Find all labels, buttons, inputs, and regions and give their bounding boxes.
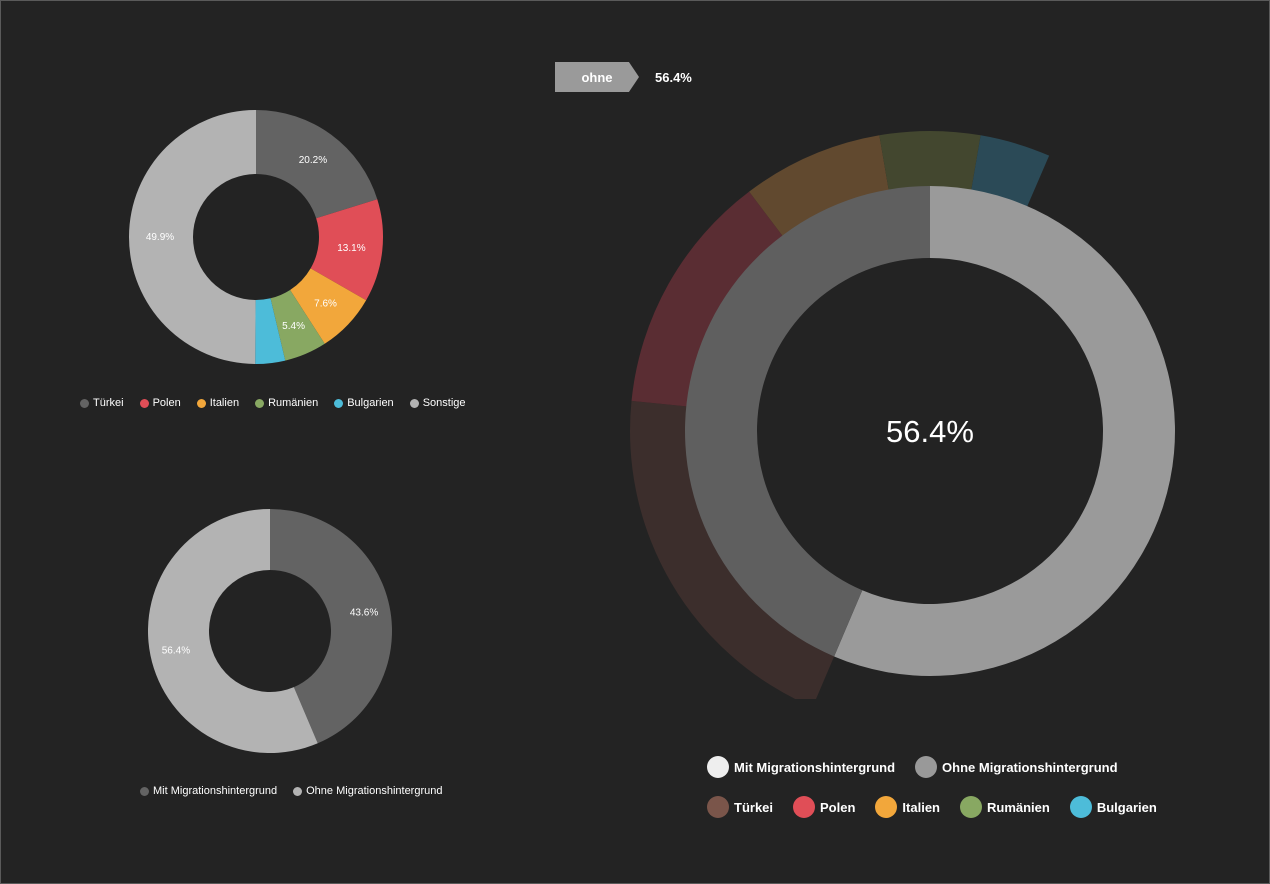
nationality-donut-chart: 20.2% 13.1% 7.6% 5.4% 49.9% [128,109,383,364]
nationality-legend-item-polen[interactable]: Polen [139,397,181,409]
sunburst-legend-swatch-polen [793,796,816,818]
sunburst-inner-slice-ohne-migrationshintergrund[interactable] [834,186,1176,676]
migration-slice-ohne-migrationshintergrund[interactable] [147,509,318,753]
sunburst-legend-item-polen[interactable]: Polen [793,796,855,818]
nationality-legend-label-bulgarien: Bulgarien [347,397,394,409]
segment-selector-value: 56.4% [655,69,692,85]
migration-legend-swatch-mit-migrationshintergrund [140,786,149,796]
nationality-label-polen: 13.1% [337,243,365,254]
sunburst-inner-slice-mit-migrationshintergrund[interactable] [685,186,930,657]
sunburst-legend-swatch-rumaenien [960,796,982,818]
nationality-legend-swatch-bulgarien [334,398,344,408]
segment-selector-tag[interactable]: ohne [555,62,639,92]
nationality-legend-label-rumaenien: Rumänien [268,397,319,409]
migration-slice-mit-migrationshintergrund[interactable] [270,509,392,744]
nationality-legend-label-tuerkei: Türkei [93,397,124,409]
sunburst-legend-swatch-ohne-migrationshintergrund [915,756,938,778]
nationality-legend-item-italien[interactable]: Italien [196,397,240,409]
sunburst-legend-label-rumaenien: Rumänien [987,799,1050,815]
sunburst-legend-label-polen: Polen [820,799,856,815]
sunburst-legend-item-tuerkei[interactable]: Türkei [707,796,773,818]
nationality-legend-item-tuerkei[interactable]: Türkei [80,397,124,409]
nationality-legend-swatch-italien [196,398,206,408]
sunburst-outer-slice-italien[interactable] [749,135,890,240]
nationality-legend-item-rumaenien[interactable]: Rumänien [255,397,318,409]
sunburst-legend-swatch-italien [875,796,898,818]
sunburst-legend-swatch-tuerkei [707,796,729,818]
nationality-legend-item-sonstige[interactable]: Sonstige [409,397,466,409]
migration-sunburst-chart: 56.4% [630,131,1176,699]
migration-legend: Mit Migrationshintergrund Ohne Migrations… [140,785,458,797]
migration-legend-item-mit-migrationshintergrund[interactable]: Mit Migrationshintergrund [140,785,277,797]
nationality-legend-swatch-polen [139,398,149,408]
sunburst-legend-item-ohne-migrationshintergrund[interactable]: Ohne Migrationshintergrund [915,756,1118,778]
nationality-legend-swatch-tuerkei [80,398,89,408]
migration-legend-swatch-ohne-migrationshintergrund [293,786,303,796]
sunburst-legend-label-bulgarien: Bulgarien [1096,799,1157,815]
sunburst-legend-item-bulgarien[interactable]: Bulgarien [1069,796,1157,818]
sunburst-legend-swatch-bulgarien [1069,796,1092,818]
nationality-legend-label-polen: Polen [152,397,181,409]
migration-legend-item-ohne-migrationshintergrund[interactable]: Ohne Migrationshintergrund [293,785,442,797]
nationality-label-italien: 7.6% [314,299,337,310]
sunburst-legend-row-1: Mit Migrationshintergrund Ohne Migrations… [707,756,1138,778]
sunburst-legend-label-mit-migrationshintergrund: Mit Migrationshintergrund [734,759,896,775]
nationality-slice-sonstige[interactable] [128,109,256,364]
migration-legend-label-ohne-migrationshintergrund: Ohne Migrationshintergrund [306,785,443,797]
nationality-slice-bulgarien[interactable] [255,298,286,364]
nationality-legend-label-italien: Italien [209,397,240,409]
migration-label-mit-migrationshintergrund: 43.6% [350,607,378,618]
sunburst-legend-item-italien[interactable]: Italien [875,796,940,818]
sunburst-legend-row-2: Türkei Polen Italien Rumänien Bulgarien [707,796,1177,818]
nationality-label-sonstige: 49.9% [146,232,174,243]
nationality-slice-rumaenien[interactable] [270,289,325,361]
nationality-slice-tuerkei[interactable] [256,110,378,219]
sunburst-legend-label-ohne-migrationshintergrund: Ohne Migrationshintergrund [942,759,1118,775]
migration-label-ohne-migrationshintergrund: 56.4% [162,646,190,657]
nationality-slice-italien[interactable] [290,268,367,344]
nationality-label-tuerkei: 20.2% [299,155,327,166]
sunburst-legend-item-mit-migrationshintergrund[interactable]: Mit Migrationshintergrund [707,756,895,778]
nationality-legend: Türkei Polen Italien Rumänien Bulgarien Sonst… [80,397,482,409]
sunburst-legend-label-italien: Italien [902,799,940,815]
nationality-legend-swatch-sonstige [409,398,419,408]
nationality-label-rumaenien: 5.4% [282,321,305,332]
sunburst-legend-label-tuerkei: Türkei [734,799,774,815]
nationality-legend-swatch-rumaenien [255,398,265,408]
segment-selector[interactable]: ohne 56.4% [555,62,692,92]
nationality-slice-polen[interactable] [310,199,383,301]
sunburst-legend-swatch-mit-migrationshintergrund [707,756,729,778]
sunburst-outer-slice-bulgarien[interactable] [970,135,1050,211]
nationality-legend-label-sonstige: Sonstige [422,397,466,409]
migration-legend-label-mit-migrationshintergrund: Mit Migrationshintergrund [153,785,278,797]
sunburst-legend-item-rumaenien[interactable]: Rumänien [960,796,1050,818]
sunburst-outer-slice-rumaenien[interactable] [879,131,981,195]
sunburst-outer-slice-polen[interactable] [631,191,786,407]
nationality-legend-item-bulgarien[interactable]: Bulgarien [334,397,394,409]
migration-donut-chart: 43.6% 56.4% [147,509,392,753]
sunburst-center-label: 56.4% [886,414,974,449]
